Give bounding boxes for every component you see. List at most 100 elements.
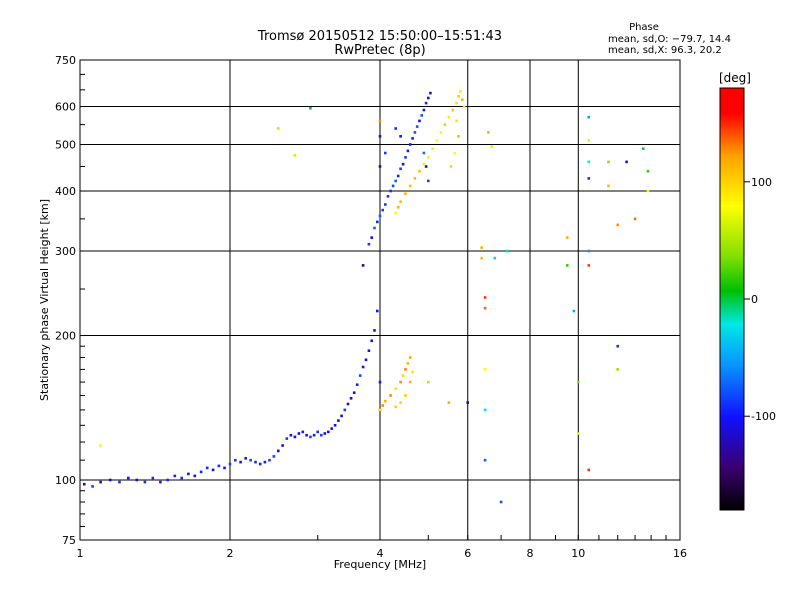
data-point [633, 217, 637, 221]
data-point [443, 123, 447, 126]
data-point [217, 464, 221, 468]
data-point [367, 242, 371, 246]
data-point [411, 370, 414, 374]
data-point [455, 119, 458, 123]
data-point [384, 151, 387, 155]
data-point [384, 203, 387, 206]
data-point [565, 264, 569, 267]
data-point [483, 458, 487, 462]
data-point [607, 184, 610, 188]
data-point [223, 466, 226, 470]
data-point [480, 256, 483, 260]
x-tick-label: 2 [227, 547, 234, 560]
data-point [370, 236, 373, 239]
data-point [361, 365, 365, 369]
data-point [358, 374, 362, 377]
data-point [297, 432, 301, 435]
data-point [587, 249, 591, 253]
data-point [406, 149, 410, 153]
data-point [408, 380, 412, 384]
stats-o-mode: mean, sd,O: −79.7, 14.4 [608, 34, 731, 45]
x-tick-label: 1 [77, 547, 84, 560]
data-point [378, 380, 382, 384]
data-point [316, 430, 319, 434]
data-point [577, 380, 580, 384]
data-point [401, 374, 405, 377]
data-point [340, 414, 343, 418]
data-point [480, 246, 483, 249]
data-point [293, 153, 297, 157]
data-point [399, 135, 402, 138]
data-point [587, 177, 591, 180]
data-point [205, 466, 209, 470]
data-point [447, 401, 451, 404]
data-point [301, 430, 305, 434]
y-tick-label: 500 [55, 139, 76, 152]
series-x-mode-f2-trace [394, 90, 466, 215]
data-point [355, 383, 359, 386]
data-point [505, 249, 509, 253]
series-x-mode-e-trace [378, 356, 414, 412]
data-point [411, 137, 414, 140]
data-point [370, 339, 373, 343]
stats-heading: Phase [629, 22, 659, 33]
data-point [327, 430, 330, 434]
data-point [587, 468, 591, 472]
data-point [187, 472, 190, 476]
data-point [376, 309, 379, 313]
data-point [453, 151, 456, 155]
data-point [565, 236, 569, 239]
data-point [127, 476, 130, 480]
data-point [323, 432, 327, 435]
data-point [577, 432, 580, 435]
data-point [431, 147, 434, 150]
data-point [616, 344, 619, 348]
colorbar-tick-label: 100 [751, 176, 772, 189]
data-point [268, 458, 271, 462]
data-point [422, 151, 426, 155]
data-point [424, 101, 428, 105]
data-point [391, 184, 395, 188]
data-point [289, 433, 293, 437]
data-point [361, 264, 365, 267]
data-point [312, 433, 316, 437]
data-point [83, 482, 86, 486]
data-point [118, 480, 121, 484]
data-point [435, 139, 439, 142]
y-axis-ticks: 75 100 200 300 400 500 600 750 [55, 54, 85, 547]
x-axis-ticks: 1 2 4 6 8 10 16 [77, 535, 687, 560]
data-point [483, 408, 487, 412]
x-tick-label: 10 [571, 547, 585, 560]
data-point [399, 380, 402, 384]
data-point [457, 95, 460, 98]
data-point [373, 329, 376, 332]
data-point [373, 226, 376, 230]
data-point [394, 211, 397, 215]
data-point [459, 90, 462, 93]
data-point [394, 387, 397, 390]
x-tick-label: 6 [464, 547, 471, 560]
data-point [352, 391, 356, 394]
data-point [367, 349, 371, 352]
data-point [166, 478, 169, 482]
data-point [483, 306, 487, 310]
data-point [364, 358, 368, 362]
data-point [422, 108, 426, 112]
y-tick-label: 75 [62, 534, 76, 547]
y-tick-label: 600 [55, 101, 76, 114]
data-point [381, 404, 384, 407]
data-point [277, 449, 280, 453]
data-point [135, 478, 139, 482]
data-point [487, 131, 490, 134]
data-point [461, 98, 464, 101]
data-point [249, 458, 252, 462]
data-point [389, 394, 392, 397]
data-point [159, 480, 162, 484]
data-point [415, 125, 419, 128]
colorbar-label: [deg] [719, 71, 751, 85]
data-point [386, 195, 390, 198]
x-tick-label: 8 [527, 547, 534, 560]
data-point [587, 115, 591, 119]
data-point [457, 135, 460, 138]
data-point [281, 444, 284, 447]
